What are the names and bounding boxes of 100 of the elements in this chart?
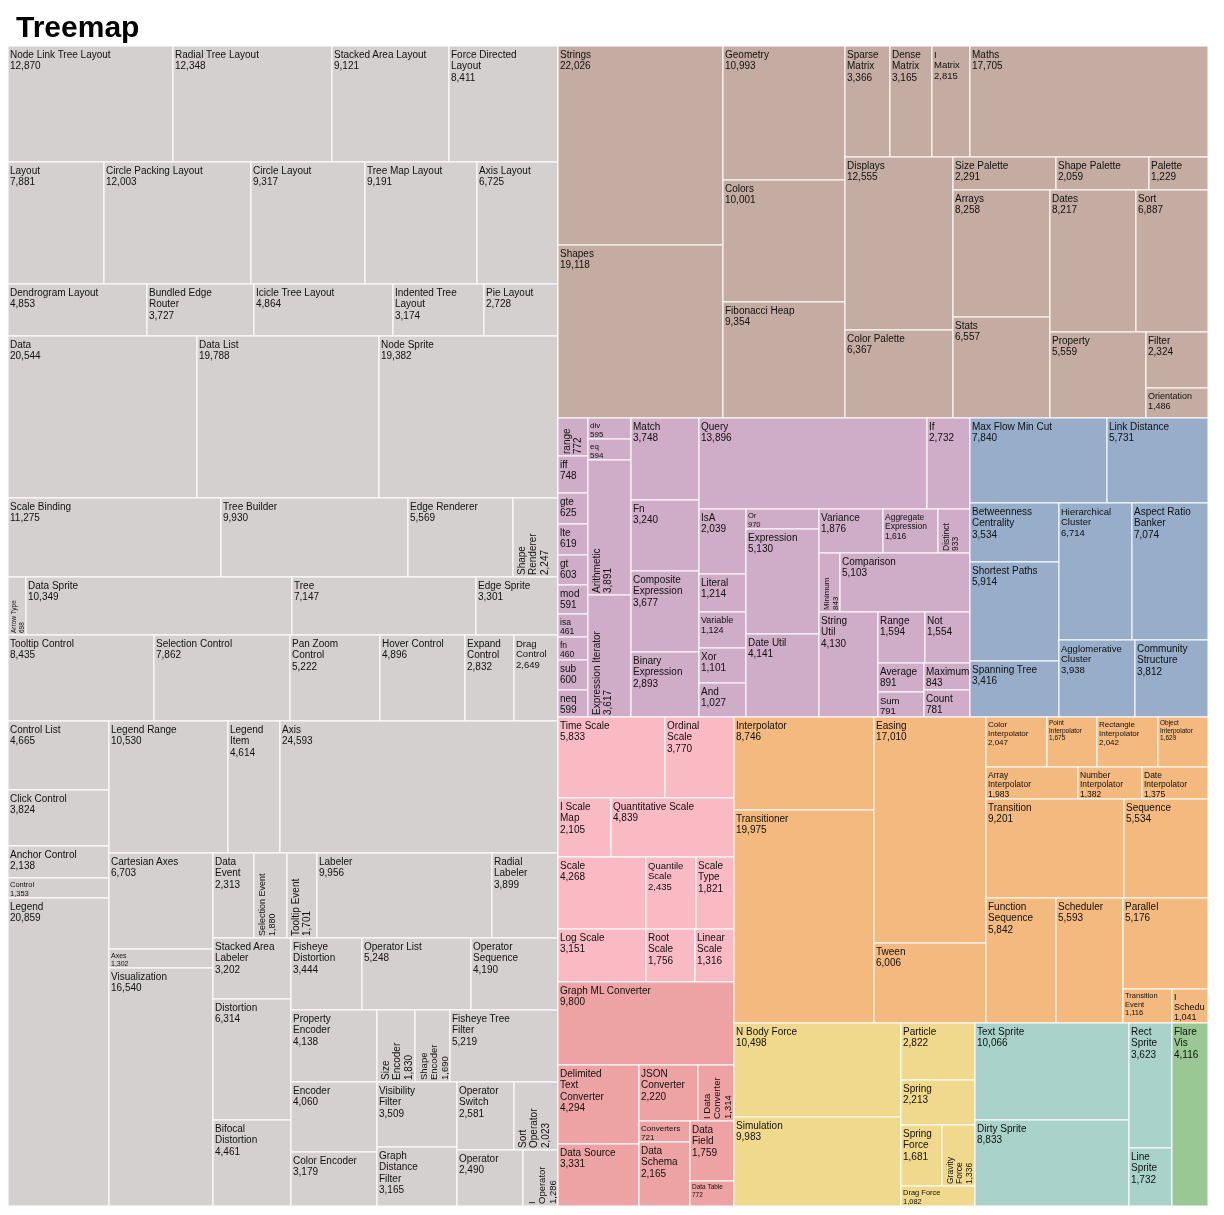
data-label: 9,930: [223, 512, 249, 524]
category-label: Delimited Text Converter: [560, 1068, 605, 1102]
category-label: Query: [701, 421, 729, 433]
data-label: 2,313: [215, 878, 241, 890]
data-label: 3,891: [602, 567, 614, 593]
data-label: 5,731: [1109, 432, 1135, 444]
data-label: 6,703: [111, 867, 137, 879]
category-label: Property Encoder: [293, 1013, 331, 1036]
category-label: Gravity Force: [944, 1156, 965, 1184]
data-label: 748: [560, 470, 578, 482]
data-label: 4,461: [215, 1145, 241, 1157]
category-label: Color Encoder: [293, 1155, 358, 1167]
data-label: 6,367: [847, 344, 873, 356]
data-label: 5,176: [1125, 912, 1151, 924]
data-label: 591: [560, 599, 578, 611]
category-label: Xor: [701, 651, 718, 663]
category-label: Spring Force: [903, 1128, 932, 1151]
data-label: 12,555: [847, 171, 879, 183]
category-label: Control List: [10, 724, 61, 736]
category-label: Composite Expression: [633, 574, 683, 597]
category-label: Dirty Sprite: [977, 1123, 1027, 1135]
category-label: Simulation: [736, 1120, 783, 1132]
category-label: Visibility Filter: [379, 1085, 415, 1108]
category-label: Axis: [282, 724, 301, 736]
data-label: 599: [560, 704, 578, 716]
category-label: Linear Scale: [697, 932, 726, 955]
category-label: Text Sprite: [977, 1026, 1025, 1038]
data-label: 3,623: [1131, 1048, 1157, 1060]
data-label: 772: [572, 436, 584, 454]
data-label: 5,219: [452, 1035, 478, 1047]
data-label: 5,130: [748, 543, 774, 555]
category-label: Cartesian Axes: [111, 856, 179, 868]
data-label: 1,821: [698, 882, 724, 894]
data-label: 2,220: [641, 1090, 667, 1102]
data-label: 19,382: [381, 350, 413, 362]
category-label: Color Interpolator: [988, 719, 1029, 738]
category-label: Maths: [972, 49, 1000, 61]
category-label: Spanning Tree: [972, 664, 1038, 676]
category-label: Shape Palette: [1058, 160, 1122, 172]
category-label: Stacked Area Layout: [334, 49, 427, 61]
data-label: 2,822: [903, 1037, 929, 1049]
data-label: 1,983: [988, 788, 1010, 799]
category-label: Tree Map Layout: [367, 165, 443, 177]
category-label: Strings: [560, 49, 592, 61]
data-label: 9,121: [334, 60, 360, 72]
category-label: Array Interpolator: [988, 769, 1032, 790]
data-label: 9,354: [725, 316, 751, 328]
category-label: Sequence: [1126, 802, 1172, 814]
data-label: 1,594: [880, 626, 906, 638]
data-label: 1,690: [438, 1056, 450, 1080]
category-label: Scale Binding: [10, 501, 72, 513]
data-label: 933: [950, 536, 961, 551]
category-label: Arithmetic: [591, 548, 603, 593]
data-label: 5,534: [1126, 813, 1152, 825]
data-label: 11,275: [10, 512, 41, 524]
data-label: 4,060: [293, 1096, 319, 1108]
category-label: Arrays: [955, 193, 984, 205]
data-label: 5,569: [410, 512, 436, 524]
category-label: Sum: [880, 694, 900, 706]
category-label: Binary Expression: [633, 655, 683, 678]
category-label: sub: [560, 663, 577, 675]
data-label: 19,118: [560, 259, 591, 271]
category-label: Radial Labeler: [494, 856, 529, 879]
category-label: Tween: [876, 946, 906, 958]
data-label: 7,881: [10, 176, 36, 188]
data-label: 7,147: [294, 591, 320, 603]
data-label: 7,862: [156, 649, 182, 661]
category-label: Line Sprite: [1131, 1151, 1158, 1174]
category-label: div: [590, 420, 601, 430]
data-label: 12,003: [106, 176, 138, 188]
data-label: 2,324: [1148, 346, 1174, 358]
category-label: Data: [10, 339, 32, 351]
data-label: 1,876: [821, 523, 847, 535]
category-label: Distinct: [940, 522, 951, 551]
data-label: 2,138: [10, 860, 36, 872]
data-label: 10,001: [725, 194, 757, 206]
data-label: 4,268: [560, 871, 586, 883]
category-label: Quantile Scale: [648, 859, 684, 882]
data-label: 2,042: [1099, 737, 1120, 747]
data-label: 3,748: [633, 432, 659, 444]
data-label: 1,681: [903, 1150, 929, 1162]
data-label: 3,165: [892, 71, 918, 83]
category-label: Date Util: [748, 637, 787, 649]
category-label: Data Field: [692, 1124, 714, 1147]
data-label: 3,165: [379, 1183, 405, 1195]
data-label: 5,593: [1058, 912, 1084, 924]
data-label: 4,141: [748, 648, 774, 660]
data-label: 603: [560, 569, 578, 581]
category-label: Scale: [560, 860, 586, 872]
category-label: Graph ML Converter: [560, 985, 652, 997]
data-label: 12,348: [175, 60, 207, 72]
category-label: Sparse Matrix: [847, 49, 880, 72]
data-label: 6,006: [876, 957, 902, 969]
data-label: 2,815: [934, 69, 958, 81]
category-label: isa: [560, 616, 572, 627]
category-label: Operator Switch: [459, 1085, 500, 1108]
category-label: Range: [880, 615, 910, 627]
data-label: 3,617: [602, 689, 614, 715]
data-label: 5,833: [560, 731, 586, 743]
data-label: 2,023: [539, 1122, 551, 1148]
